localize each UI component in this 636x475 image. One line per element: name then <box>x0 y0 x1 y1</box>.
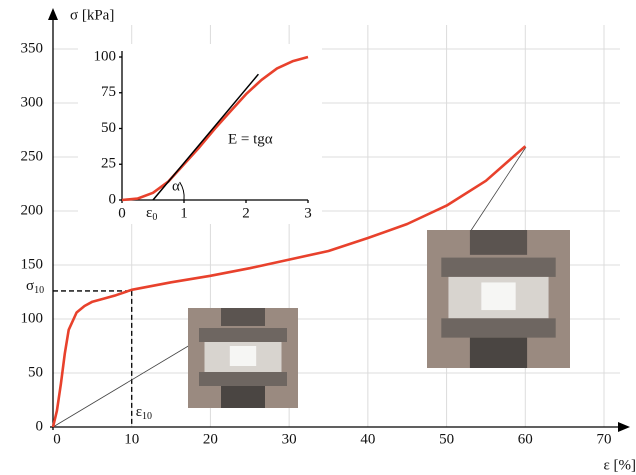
x-tick-label: 1 <box>180 205 188 221</box>
x-tick-label: 30 <box>282 431 297 447</box>
x-tick-label: 60 <box>518 431 533 447</box>
photo-base <box>470 338 527 368</box>
y-tick-label: 0 <box>36 418 44 434</box>
x-tick-label: 2 <box>242 205 250 221</box>
y-tick-label: 25 <box>101 156 116 172</box>
y-tick-label: 350 <box>21 40 44 56</box>
photo-piston <box>470 230 527 255</box>
x-tick-label: 0 <box>118 205 126 221</box>
y-tick-label: 75 <box>101 84 116 100</box>
x-tick-label: 50 <box>439 431 454 447</box>
photo-label <box>230 346 256 366</box>
y-tick-label: 150 <box>21 256 44 272</box>
photo-plate <box>441 258 555 277</box>
x-tick-label: 40 <box>360 431 375 447</box>
photo-plate <box>199 328 287 342</box>
y-tick-label: 100 <box>21 310 44 326</box>
x-tick-label: 0 <box>53 431 61 447</box>
annotation: E = tgα <box>228 131 273 147</box>
y-tick-label: 50 <box>101 120 116 136</box>
y-tick-label: 0 <box>109 191 117 207</box>
x-tick-label: 10 <box>124 431 139 447</box>
photo-piston <box>221 308 265 326</box>
photo-label <box>481 282 515 310</box>
annotation-subscript: 0 <box>152 212 157 223</box>
x-axis-label: ε [%] <box>603 457 636 473</box>
chart: 050100150200250300350010203040506070σ [k… <box>0 0 636 475</box>
y-tick-label: 50 <box>28 364 43 380</box>
annotation-subscript: 10 <box>34 285 44 296</box>
y-tick-label: 200 <box>21 202 44 218</box>
callout-line <box>53 345 190 427</box>
photo-plate <box>441 318 555 337</box>
x-axis-arrow <box>618 422 630 432</box>
y-axis-label: σ [kPa] <box>70 7 114 23</box>
callout-line <box>470 147 526 232</box>
annotation: σ10 <box>26 278 44 296</box>
y-axis-arrow <box>48 8 58 20</box>
annotation-symbol: σ <box>26 278 34 294</box>
photo-base <box>221 386 265 408</box>
annotation-subscript: 10 <box>142 411 152 422</box>
annotation: α <box>172 178 180 194</box>
x-tick-label: 3 <box>304 205 312 221</box>
x-tick-label: 70 <box>597 431 612 447</box>
x-tick-label: 20 <box>203 431 218 447</box>
y-tick-label: 300 <box>21 94 44 110</box>
photo-plate <box>199 372 287 386</box>
annotation: ε10 <box>136 404 152 422</box>
y-tick-label: 100 <box>94 48 117 64</box>
y-tick-label: 250 <box>21 148 44 164</box>
